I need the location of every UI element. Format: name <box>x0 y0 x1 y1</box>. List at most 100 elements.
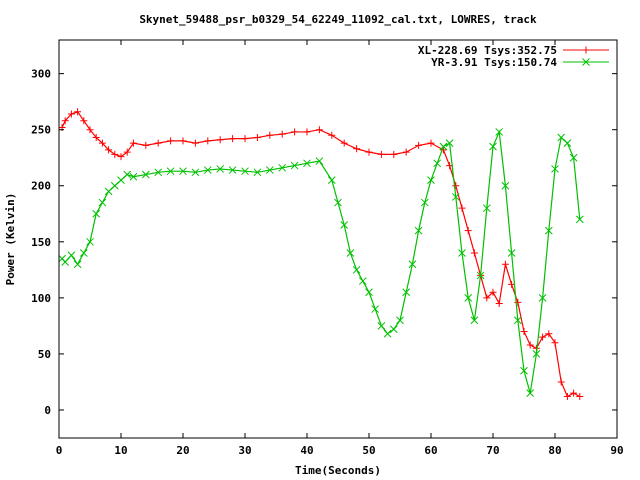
data-point <box>74 108 82 116</box>
x-tick-label: 80 <box>548 444 561 457</box>
x-tick-label: 10 <box>114 444 127 457</box>
data-point <box>352 265 361 274</box>
data-point <box>129 139 137 147</box>
legend-marker <box>582 46 590 54</box>
data-point <box>501 181 510 190</box>
data-point <box>483 294 491 302</box>
data-point <box>514 298 522 306</box>
data-point <box>266 131 274 139</box>
data-point <box>377 150 385 158</box>
data-point <box>520 366 528 375</box>
data-point <box>61 258 70 266</box>
data-point <box>191 168 200 177</box>
data-point <box>80 117 88 125</box>
x-tick-label: 60 <box>424 444 437 457</box>
data-point <box>396 316 404 325</box>
data-point <box>86 126 94 134</box>
y-tick-label: 100 <box>31 292 51 305</box>
data-point <box>98 139 106 147</box>
x-tick-label: 70 <box>486 444 499 457</box>
data-point <box>123 148 131 156</box>
data-point <box>576 393 584 401</box>
data-point <box>557 133 566 142</box>
data-point <box>327 176 336 184</box>
data-point <box>563 393 571 401</box>
data-point <box>265 166 274 174</box>
data-point <box>489 288 497 296</box>
data-point <box>167 137 175 145</box>
data-point <box>476 271 485 280</box>
data-point <box>402 148 410 156</box>
data-point <box>241 135 249 143</box>
data-point <box>439 142 448 151</box>
data-point <box>315 157 324 165</box>
data-point <box>557 378 565 386</box>
series-line <box>61 129 581 394</box>
data-point <box>73 260 82 269</box>
y-tick-label: 300 <box>31 68 51 81</box>
x-tick-label: 20 <box>176 444 189 457</box>
data-point <box>61 117 69 125</box>
y-axis-label: Power (Kelvin) <box>4 193 17 286</box>
data-point <box>458 204 466 212</box>
data-point <box>570 389 578 397</box>
data-point <box>216 136 224 144</box>
data-point <box>129 172 138 181</box>
data-point <box>105 146 113 154</box>
data-point <box>539 333 547 341</box>
data-point <box>154 139 162 147</box>
axis-ticks: 0 10 20 30 40 50 60 70 80 90 0 50 100 150 200 250 300 <box>31 40 624 457</box>
data-point <box>383 329 392 338</box>
series-xl <box>58 108 584 401</box>
data-point <box>427 139 435 147</box>
data-point <box>303 128 311 136</box>
legend: XL-228.69 Tsys:352.75 YR-3.91 Tsys:150.7… <box>418 44 609 69</box>
data-point <box>303 159 311 168</box>
legend-label-xl: XL-228.69 Tsys:352.75 <box>418 44 557 57</box>
data-point <box>470 249 478 257</box>
data-point <box>216 165 225 173</box>
y-tick-label: 200 <box>31 180 51 193</box>
data-point <box>67 110 75 118</box>
legend-label-yr: YR-3.91 Tsys:150.74 <box>431 56 557 69</box>
data-point <box>526 341 534 349</box>
data-point <box>538 294 547 302</box>
data-point <box>110 181 119 190</box>
data-point <box>427 176 435 184</box>
data-point <box>179 167 187 176</box>
legend-marker <box>582 58 590 66</box>
data-point <box>92 209 101 218</box>
y-tick-label: 50 <box>38 348 51 361</box>
data-point <box>253 168 262 177</box>
data-point <box>389 325 398 334</box>
data-point <box>111 150 119 158</box>
data-point <box>452 182 460 190</box>
data-point <box>117 176 125 184</box>
x-tick-label: 0 <box>56 444 63 457</box>
data-point <box>408 260 417 269</box>
data-point <box>92 134 100 142</box>
chart-title: Skynet_59488_psr_b0329_54_62249_11092_ca… <box>139 13 537 26</box>
data-point <box>241 167 249 176</box>
data-point <box>470 316 479 325</box>
data-point <box>520 327 528 335</box>
data-point <box>489 142 497 151</box>
data-point <box>179 137 187 145</box>
data-point <box>415 141 423 149</box>
x-tick-label: 40 <box>300 444 313 457</box>
x-tick-label: 50 <box>362 444 375 457</box>
data-point <box>141 170 150 179</box>
data-point <box>278 130 286 138</box>
data-point <box>414 226 423 235</box>
data-point <box>551 339 559 347</box>
data-point <box>507 249 516 257</box>
data-point <box>569 153 578 162</box>
data-point <box>154 168 163 177</box>
data-point <box>278 163 287 172</box>
data-point <box>204 137 212 145</box>
data-point <box>358 277 367 285</box>
data-point <box>191 139 199 147</box>
data-point <box>203 166 212 174</box>
data-point <box>328 131 336 139</box>
data-point <box>98 198 107 207</box>
